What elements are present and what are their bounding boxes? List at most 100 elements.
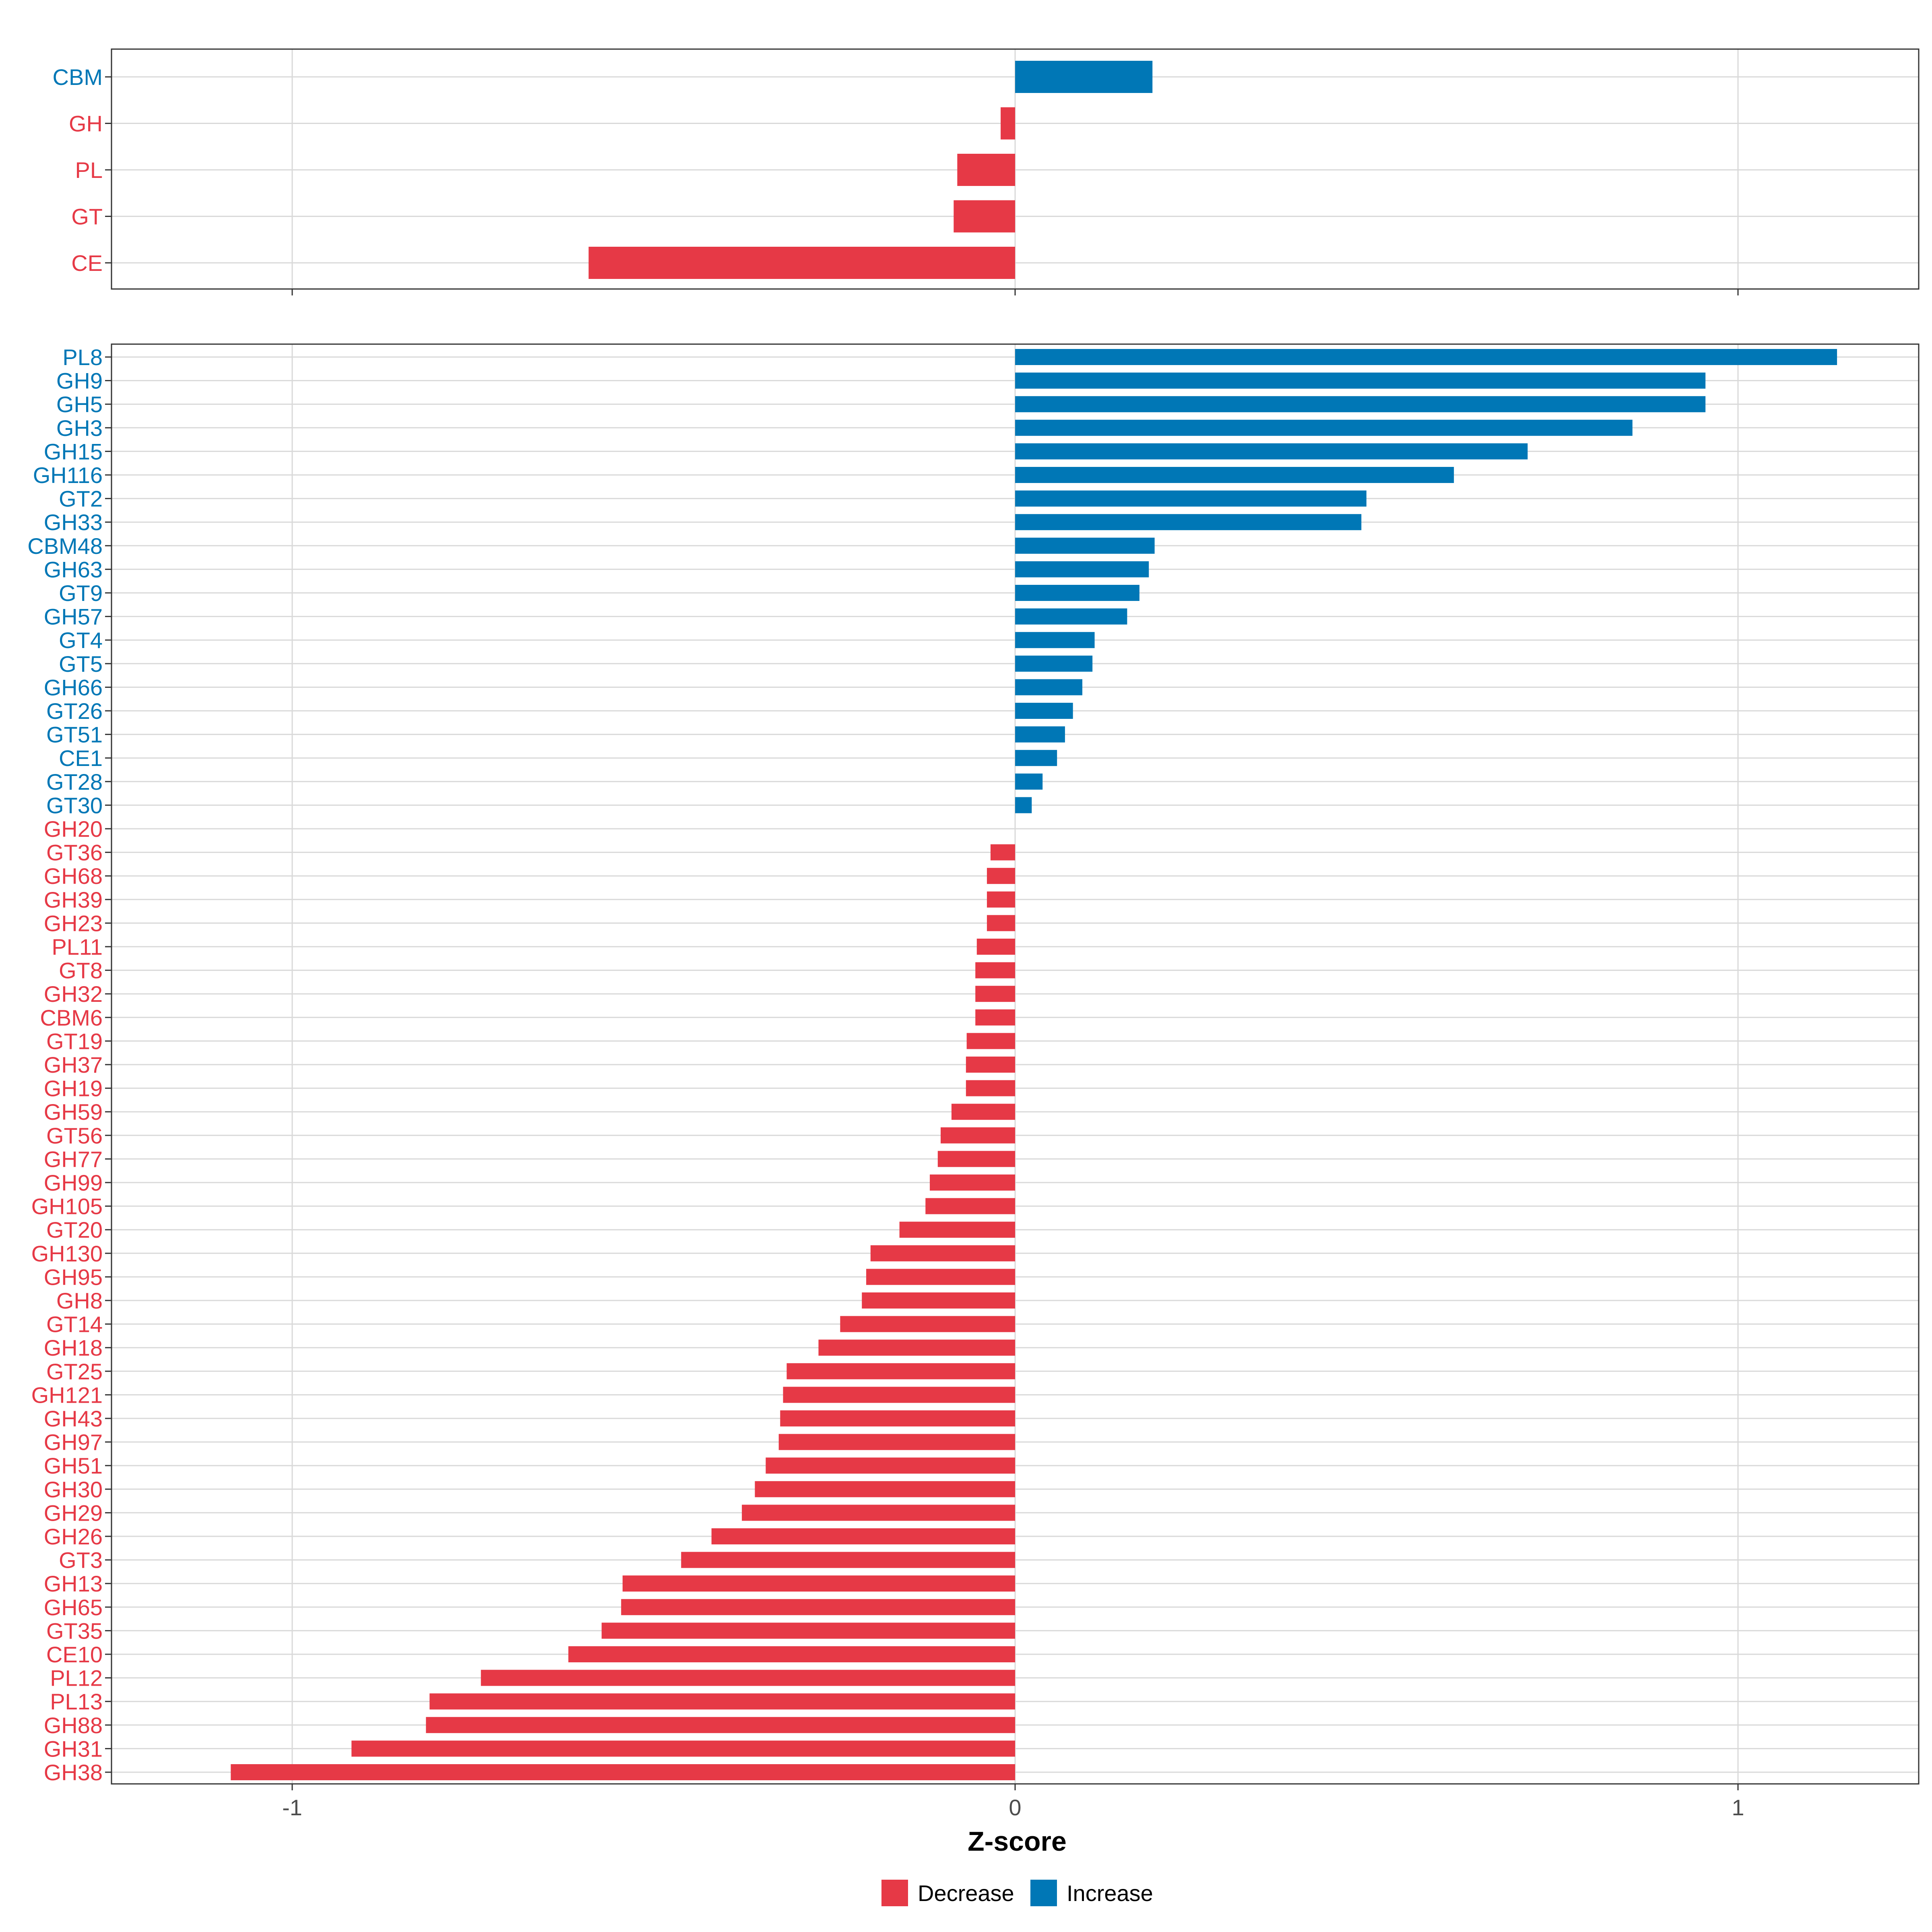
bar-gt9 [1015,585,1139,601]
y-tick-label: GT4 [59,627,103,653]
bar-gh121 [783,1387,1015,1403]
y-tick-label: GH29 [44,1500,103,1525]
bar-gh37 [966,1057,1015,1073]
bar-cbm48 [1015,537,1155,554]
y-tick-label: GH51 [44,1453,103,1478]
y-tick-label: GH19 [44,1076,103,1101]
bar-cbm6 [975,1009,1015,1026]
bar-gh65 [621,1599,1015,1615]
y-tick-label: CE1 [59,745,103,771]
y-tick-label: GH31 [44,1736,103,1761]
y-tick-label: GT36 [46,840,103,865]
y-tick-label: GH9 [56,368,103,394]
bar-gt [954,200,1015,233]
legend: Decrease Increase [881,1880,1153,1906]
bar-gh8 [862,1292,1015,1309]
bar-ce10 [568,1646,1015,1662]
y-tick-label: GH3 [56,415,103,441]
y-tick-label: GT35 [46,1618,103,1643]
y-tick-label: GH30 [44,1477,103,1502]
y-tick-label: GH68 [44,863,103,889]
bar-gh97 [778,1434,1015,1450]
y-tick-label: GH13 [44,1571,103,1596]
bar-pl11 [976,939,1015,955]
y-tick-label: GH39 [44,887,103,912]
bar-gh51 [766,1457,1015,1474]
bar-gt8 [975,962,1015,978]
x-tick-label: 0 [1009,1795,1021,1820]
y-tick-label: GT25 [46,1359,103,1384]
y-tick-label: GH38 [44,1760,103,1785]
legend-swatch-increase [1030,1880,1057,1906]
bar-gt51 [1015,726,1065,743]
bar-gh15 [1015,443,1528,460]
y-tick-label: GT28 [46,769,103,795]
bar-gh39 [987,891,1015,908]
bar-pl13 [429,1693,1015,1710]
y-tick-label: GH33 [44,510,103,535]
y-tick-label: GH65 [44,1595,103,1620]
class-panel: CBM GH PL GT CE [53,48,1920,295]
bar-gh31 [351,1740,1015,1757]
y-tick-label: GH8 [56,1288,103,1313]
y-tick-label: GT3 [59,1548,103,1573]
y-tick-label: GH88 [44,1713,103,1738]
y-tick-label: CE10 [46,1642,103,1667]
bar-pl [957,154,1015,186]
bar-gh59 [951,1104,1015,1120]
bar-gh26 [711,1528,1015,1544]
bar-gt25 [786,1363,1015,1379]
bar-gh38 [231,1764,1015,1780]
bar-gt19 [966,1033,1015,1049]
bar-gt26 [1015,703,1073,719]
legend-label-increase: Increase [1067,1880,1153,1906]
y-tick-label: GH116 [33,462,103,488]
bar-gt2 [1015,490,1366,507]
bar-gh30 [755,1481,1015,1497]
bar-gt20 [899,1222,1015,1238]
y-tick-label: CBM [53,64,103,90]
y-tick-label: GH59 [44,1099,103,1125]
y-tick-label: PL [75,157,103,183]
bar-gt3 [681,1552,1015,1568]
legend-swatch-decrease [881,1880,908,1906]
y-tick-label: CE [71,250,103,276]
bar-gh57 [1015,608,1127,625]
bar-gh33 [1015,514,1362,530]
bar-gh99 [930,1174,1015,1191]
y-tick-label: GH97 [44,1430,103,1455]
x-tick-label: 1 [1732,1795,1744,1820]
bar-gh95 [866,1269,1015,1285]
y-tick-label: GT51 [46,722,103,747]
bar-gt56 [941,1127,1015,1144]
bar-gh63 [1015,561,1149,578]
family-panel: PL8GH9GH5GH3GH15GH116GT2GH33CBM48GH63GT9… [27,343,1920,1790]
y-tick-label: GT14 [46,1312,103,1337]
bar-gt36 [990,844,1015,861]
bar-gh43 [780,1410,1015,1426]
bar-gt30 [1015,797,1032,813]
bar-gt4 [1015,632,1095,648]
bar-gh130 [870,1245,1015,1261]
y-tick-label: PL12 [50,1666,103,1691]
bar-ce [588,247,1015,279]
y-tick-label: GT [71,204,103,229]
bar-gh18 [818,1340,1015,1356]
y-tick-label: CBM48 [27,533,103,559]
y-tick-label: GH63 [44,557,103,582]
bar-gh68 [987,868,1015,884]
bar-gh23 [987,915,1015,931]
bar-pl8 [1015,349,1837,365]
bar-gh66 [1015,679,1083,696]
bar-gh105 [925,1198,1015,1214]
y-tick-label: GT9 [59,580,103,606]
bar-gt28 [1015,773,1043,790]
y-tick-label: GH [69,111,103,136]
x-axis-title: Z-score [968,1826,1067,1857]
bar-gh9 [1015,372,1706,389]
x-axis: -1 0 1 [282,1795,1744,1820]
y-tick-label: GT56 [46,1123,103,1148]
x-tick-label: -1 [282,1795,302,1820]
y-tick-label: GT19 [46,1028,103,1054]
